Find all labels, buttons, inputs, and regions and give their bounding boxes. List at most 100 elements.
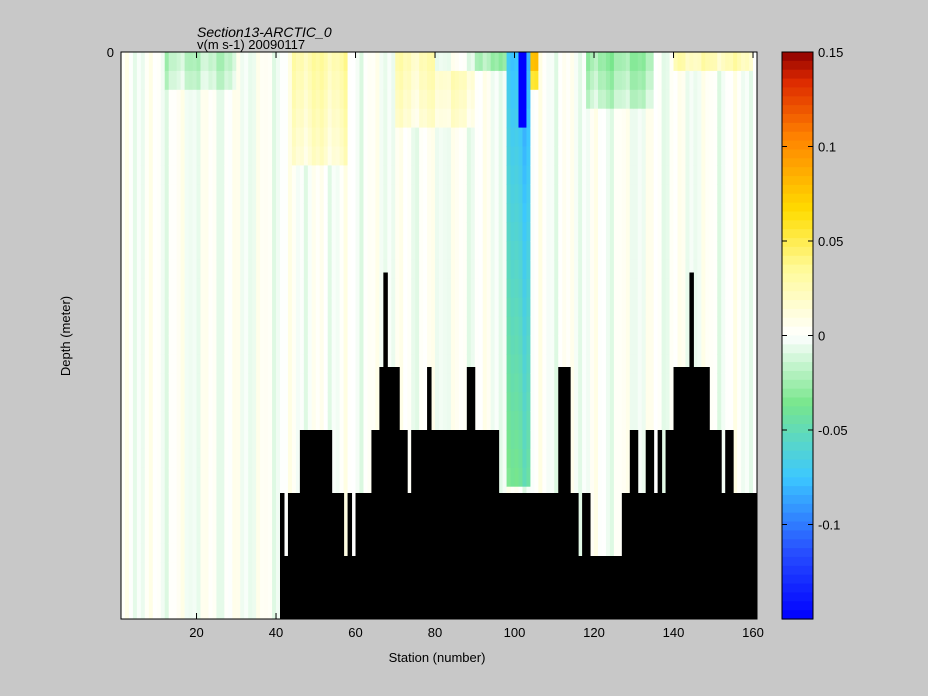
velocity-cell (701, 316, 706, 337)
velocity-cell (415, 52, 420, 72)
velocity-cell (184, 505, 190, 526)
velocity-cell (200, 486, 206, 507)
velocity-cell (554, 278, 559, 299)
velocity-cell (224, 184, 229, 204)
velocity-cell (236, 524, 241, 544)
velocity-cell (462, 354, 468, 374)
velocity-cell (482, 70, 488, 91)
velocity-cell (669, 203, 675, 223)
velocity-cell (121, 373, 126, 393)
velocity-cell (454, 165, 460, 185)
velocity-cell (240, 297, 245, 318)
velocity-cell (486, 222, 492, 242)
velocity-cell (641, 335, 647, 355)
velocity-cell (645, 222, 651, 242)
velocity-cell (311, 108, 317, 129)
velocity-cell (387, 127, 392, 148)
velocity-cell (176, 486, 182, 507)
velocity-cell (613, 146, 619, 166)
velocity-cell (355, 184, 361, 204)
velocity-cell (160, 184, 166, 204)
colorbar-swatch (782, 202, 813, 213)
velocity-cell (176, 146, 182, 166)
velocity-cell (522, 392, 528, 412)
velocity-cell (240, 411, 245, 431)
velocity-cell (458, 259, 464, 280)
velocity-cell (216, 430, 221, 450)
velocity-cell (609, 259, 615, 280)
velocity-cell (200, 184, 206, 204)
velocity-cell (132, 108, 138, 129)
velocity-cell (701, 89, 706, 110)
velocity-cell (391, 89, 396, 110)
velocity-cell (136, 448, 142, 469)
velocity-cell (319, 127, 325, 148)
velocity-cell (248, 52, 253, 72)
velocity-cell (705, 316, 710, 337)
velocity-cell (291, 184, 297, 204)
velocity-cell (554, 165, 559, 185)
velocity-cell (192, 524, 198, 544)
velocity-cell (128, 165, 134, 185)
velocity-cell (236, 70, 241, 91)
velocity-cell (439, 203, 444, 223)
velocity-cell (204, 505, 210, 526)
velocity-cell (633, 127, 639, 148)
velocity-cell (196, 448, 202, 469)
velocity-cell (462, 411, 468, 431)
velocity-cell (160, 203, 166, 223)
velocity-cell (287, 70, 293, 91)
velocity-cell (594, 354, 599, 374)
velocity-cell (128, 89, 134, 110)
velocity-cell (148, 259, 154, 280)
velocity-cell (478, 297, 484, 318)
velocity-cell (355, 354, 361, 374)
velocity-cell (244, 297, 249, 318)
velocity-cell (562, 354, 567, 374)
velocity-cell (721, 297, 726, 318)
velocity-cell (188, 467, 194, 488)
velocity-cell (578, 316, 583, 337)
velocity-cell (403, 222, 408, 242)
velocity-cell (729, 278, 734, 299)
velocity-cell (673, 278, 679, 299)
velocity-cell (685, 278, 691, 299)
velocity-cell (546, 241, 551, 261)
velocity-cell (753, 127, 757, 148)
velocity-cell (538, 165, 543, 185)
velocity-cell (415, 278, 420, 299)
velocity-cell (673, 146, 679, 166)
velocity-cell (268, 562, 273, 582)
velocity-cell (188, 108, 194, 129)
velocity-cell (542, 184, 547, 204)
velocity-cell (260, 505, 265, 526)
velocity-cell (530, 127, 535, 148)
velocity-cell (224, 108, 229, 129)
velocity-cell (212, 354, 217, 374)
velocity-cell (367, 222, 373, 242)
velocity-cell (383, 203, 388, 223)
velocity-cell (240, 430, 245, 450)
velocity-cell (283, 297, 289, 318)
velocity-cell (399, 203, 404, 223)
colorbar-swatch (782, 503, 813, 514)
velocity-cell (486, 373, 492, 393)
velocity-cell (244, 486, 249, 507)
velocity-cell (315, 411, 321, 431)
velocity-cell (283, 165, 289, 185)
velocity-cell (128, 581, 134, 601)
velocity-cell (681, 278, 687, 299)
velocity-cell (395, 89, 400, 110)
seafloor-block (621, 493, 631, 619)
velocity-cell (450, 222, 456, 242)
velocity-cell (518, 184, 524, 204)
velocity-cell (224, 335, 229, 355)
velocity-cell (554, 335, 559, 355)
velocity-cell (343, 146, 349, 166)
velocity-cell (144, 600, 150, 619)
velocity-cell (208, 316, 214, 337)
velocity-cell (506, 203, 512, 223)
velocity-cell (653, 241, 659, 261)
velocity-cell (152, 89, 158, 110)
velocity-cell (172, 373, 178, 393)
